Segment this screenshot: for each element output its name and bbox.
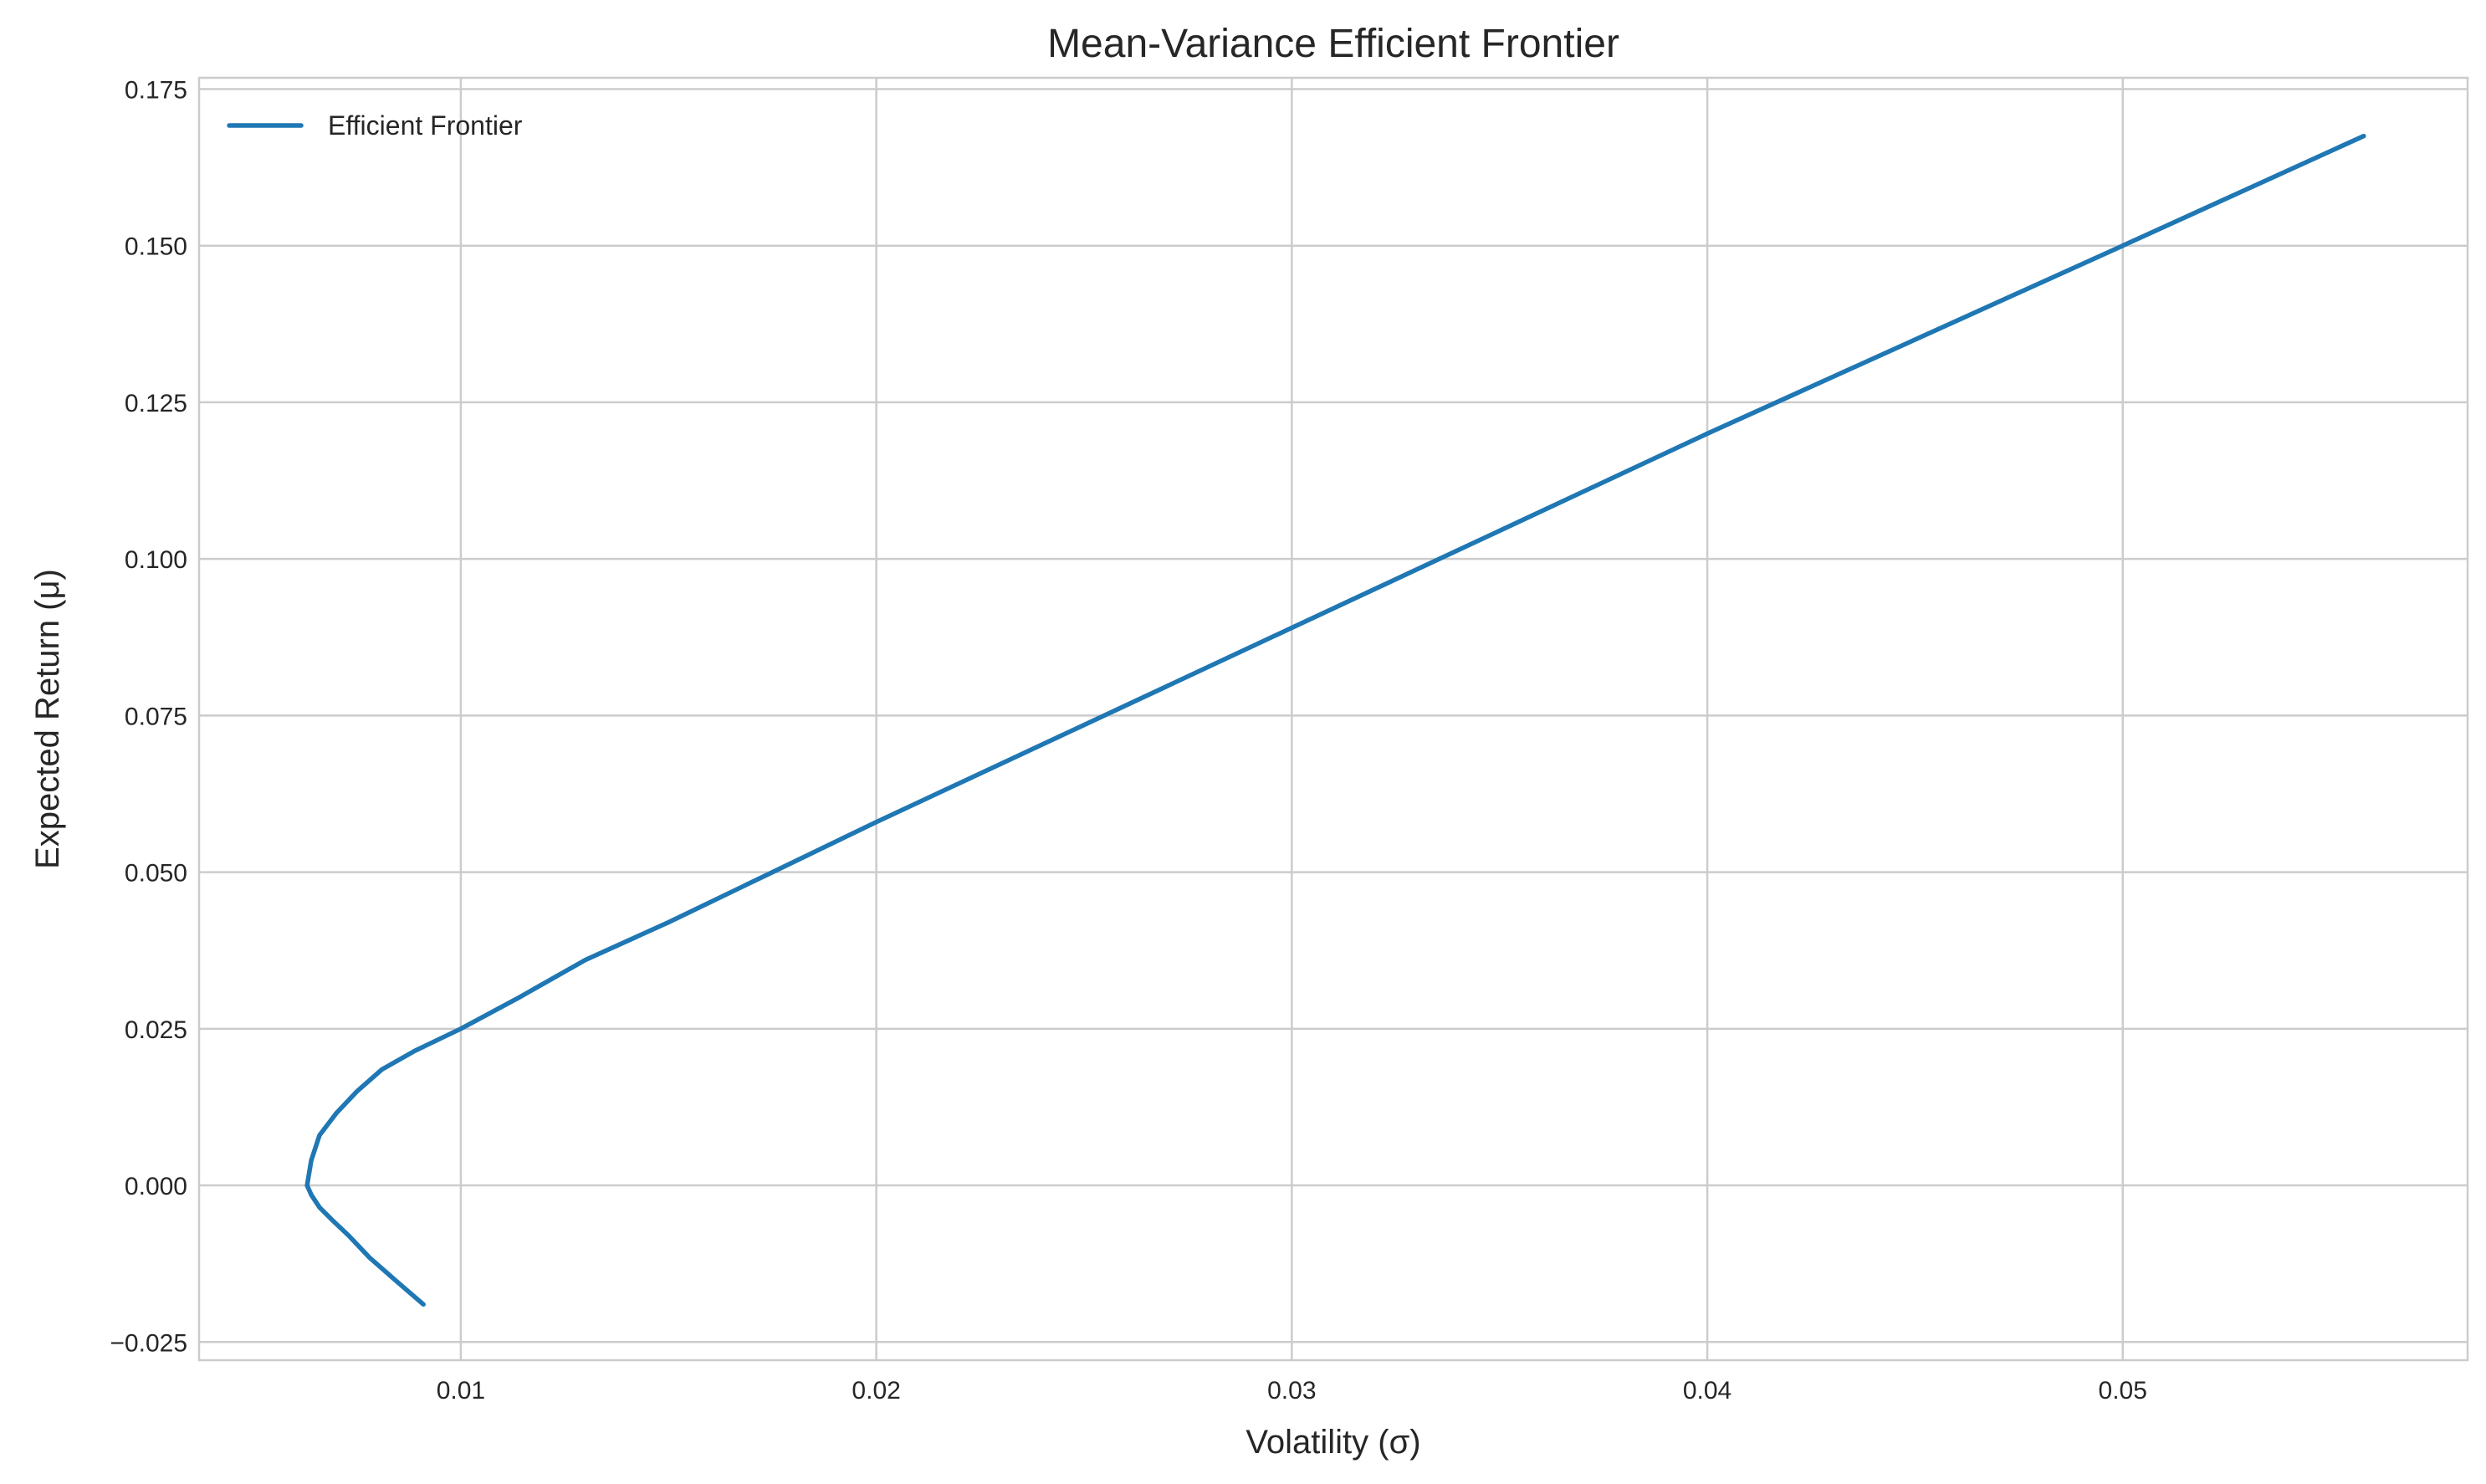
y-tick-label: 0.075: [125, 703, 187, 730]
y-tick-label: 0.000: [125, 1173, 187, 1200]
x-axis-title: Volatility (σ): [1246, 1424, 1420, 1461]
x-tick-label: 0.04: [1683, 1377, 1732, 1405]
y-axis-title: Expected Return (μ): [29, 569, 66, 869]
y-tick-label: 0.050: [125, 860, 187, 888]
legend: Efficient Frontier: [227, 110, 523, 141]
series-layer: [304, 133, 2366, 1307]
series-line-efficient-frontier: [304, 133, 2366, 1307]
y-tick-label: 0.150: [125, 233, 187, 261]
plot-area-frame: [197, 76, 2469, 1362]
y-tick-label: 0.175: [125, 76, 187, 104]
x-tick-label: 0.02: [852, 1377, 900, 1405]
y-tick-label: −0.025: [110, 1329, 187, 1357]
chart-title: Mean-Variance Efficient Frontier: [1047, 22, 1619, 66]
y-tick-label: 0.125: [125, 390, 187, 417]
legend-label-efficient-frontier: Efficient Frontier: [328, 110, 523, 141]
grid: [199, 78, 2468, 1360]
x-tick-label: 0.05: [2099, 1377, 2147, 1405]
tick-labels: 0.01 0.02 0.03 0.04 0.05 −0.025 0.000 0.025 0.05…: [110, 76, 2147, 1405]
y-tick-label: 0.025: [125, 1016, 187, 1044]
y-tick-label: 0.100: [125, 546, 187, 574]
x-tick-label: 0.01: [437, 1377, 485, 1405]
x-tick-label: 0.03: [1267, 1377, 1316, 1405]
